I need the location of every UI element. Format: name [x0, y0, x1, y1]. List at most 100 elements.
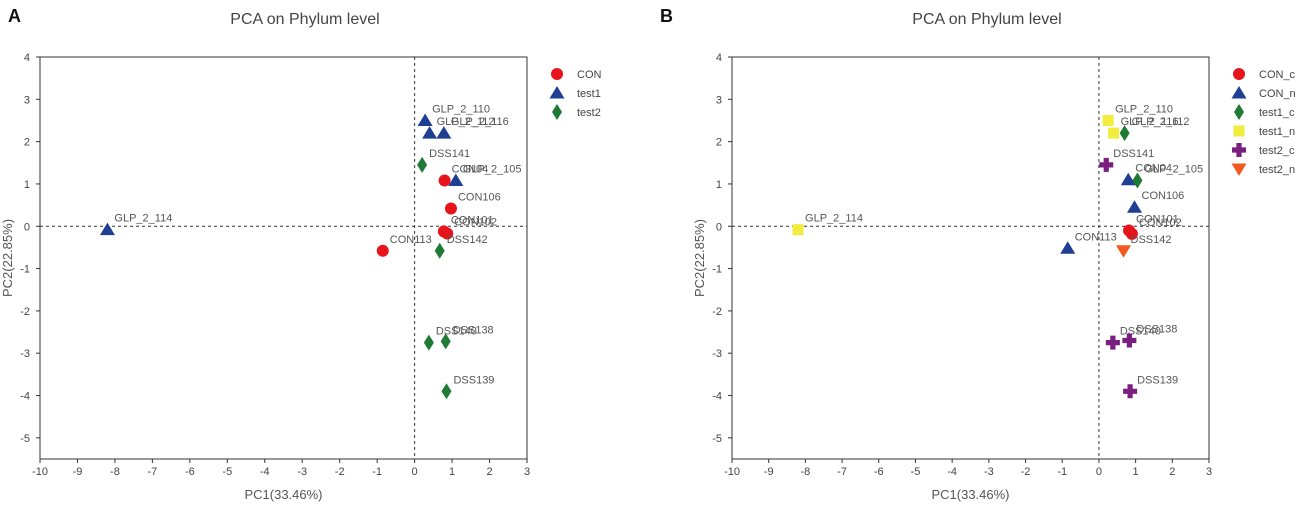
x-tick-label: -1: [372, 466, 382, 478]
legend-marker: [1234, 104, 1244, 120]
point-label: DSS138: [453, 324, 494, 336]
point-label: CON102: [454, 216, 497, 228]
point-label: CON04: [1135, 163, 1172, 175]
legend: CON test1 test2: [549, 68, 602, 120]
data-point: [1125, 227, 1138, 240]
pca-chart-b: B PCA on Phylum level-10 -9 -8 -7 -6 -5 -4 -3 -2-…: [660, 6, 1296, 502]
data-point: [1120, 172, 1136, 186]
series-test1_c: GLP_2_112 GLP_2_105: [1119, 116, 1203, 189]
legend-marker: [549, 86, 565, 99]
point-label: CON101: [451, 214, 494, 226]
x-tick-label: -7: [837, 466, 847, 478]
y-axis-label: PC2(22.85%): [692, 219, 707, 297]
y-tick-label: -3: [20, 348, 30, 360]
point-label: CON106: [458, 191, 501, 203]
legend-marker: [1233, 125, 1245, 137]
x-tick-label: 0: [1096, 466, 1102, 478]
point-label: GLP_2_116: [451, 116, 509, 128]
x-tick-label: -7: [147, 466, 157, 478]
x-tick-label: -2: [1021, 466, 1031, 478]
legend-marker: [552, 104, 562, 120]
y-tick-label: -4: [712, 391, 722, 403]
legend-label: test1: [577, 88, 601, 100]
point-label: DSS139: [453, 374, 494, 386]
data-point: [448, 173, 464, 187]
y-tick-label: -5: [712, 433, 722, 445]
point-label: CON04: [452, 164, 489, 176]
data-point: [444, 202, 457, 215]
data-point: [99, 222, 115, 236]
data-point: [1127, 200, 1143, 213]
x-axis-label: PC1(33.46%): [244, 487, 322, 502]
x-tick-label: -6: [874, 466, 884, 478]
panel-letter: A: [8, 6, 21, 26]
point-label: GLP_2_105: [463, 164, 522, 176]
x-tick-label: -9: [73, 466, 83, 478]
plot-frame: [39, 56, 528, 460]
data-point: [423, 334, 434, 351]
y-tick-label: 3: [716, 94, 722, 106]
point-label: GLP_2_114: [114, 213, 172, 225]
data-point: [440, 333, 451, 350]
y-tick-label: 0: [24, 221, 30, 233]
data-point: [1123, 384, 1138, 399]
x-tick-label: -10: [32, 466, 48, 478]
x-tick-label: -5: [911, 466, 921, 478]
pca-chart-a: A PCA on Phylum level-10 -9 -8 -7 -6 -5 -4 -3 -2-…: [0, 6, 602, 502]
data-point: [1122, 333, 1137, 348]
y-tick-label: -1: [20, 264, 30, 276]
point-label: GLP_2_112: [1132, 116, 1190, 128]
legend-marker: [551, 68, 563, 80]
data-point: [1116, 245, 1132, 258]
x-tick-label: -5: [222, 466, 232, 478]
data-point: [422, 126, 438, 139]
point-label: GLP_2_110: [1115, 103, 1173, 115]
data-point: [417, 156, 428, 173]
point-label: DSS139: [1137, 374, 1178, 386]
y-axis-label: PC2(22.85%): [0, 219, 15, 297]
legend-label: CON_n: [1259, 88, 1296, 100]
chart-title: PCA on Phylum level: [912, 11, 1061, 28]
data-point: [1060, 241, 1076, 254]
series-CON_n: CON04 CON106 CON113: [1060, 163, 1184, 254]
x-tick-label: -4: [947, 466, 957, 478]
data-point: [434, 242, 445, 259]
y-tick-label: 2: [716, 137, 722, 149]
chart-title: PCA on Phylum level: [230, 11, 379, 28]
x-tick-label: 1: [449, 466, 455, 478]
data-point: [1119, 125, 1130, 142]
x-tick-label: -4: [260, 466, 270, 478]
x-tick-label: -3: [297, 466, 307, 478]
x-tick-label: 0: [412, 466, 418, 478]
y-tick-label: -2: [712, 306, 722, 318]
legend-marker: [1231, 163, 1247, 176]
data-point: [792, 224, 804, 236]
point-label: DSS142: [1131, 234, 1172, 246]
x-tick-label: -8: [800, 466, 810, 478]
data-point: [1105, 335, 1120, 350]
y-tick-label: 1: [716, 179, 722, 191]
plot-frame: [731, 56, 1210, 460]
y-tick-label: 1: [24, 179, 30, 191]
legend: CON_c CON_n test1_c test1_n test2_c test2_n: [1231, 68, 1296, 176]
data-point: [417, 113, 433, 126]
x-tick-label: -6: [185, 466, 195, 478]
legend-marker: [1232, 143, 1246, 157]
x-tick-label: -9: [764, 466, 774, 478]
data-point: [1108, 127, 1120, 139]
legend-label: test2_n: [1259, 164, 1295, 176]
x-tick-label: 2: [486, 466, 492, 478]
legend-label: CON_c: [1259, 69, 1296, 81]
data-point: [376, 244, 389, 257]
x-tick-label: 2: [1169, 466, 1175, 478]
point-label: DSS141: [1113, 148, 1154, 160]
y-tick-label: 4: [24, 52, 30, 64]
x-axis-label: PC1(33.46%): [931, 487, 1009, 502]
y-tick-label: 4: [716, 52, 722, 64]
data-point: [441, 383, 452, 400]
